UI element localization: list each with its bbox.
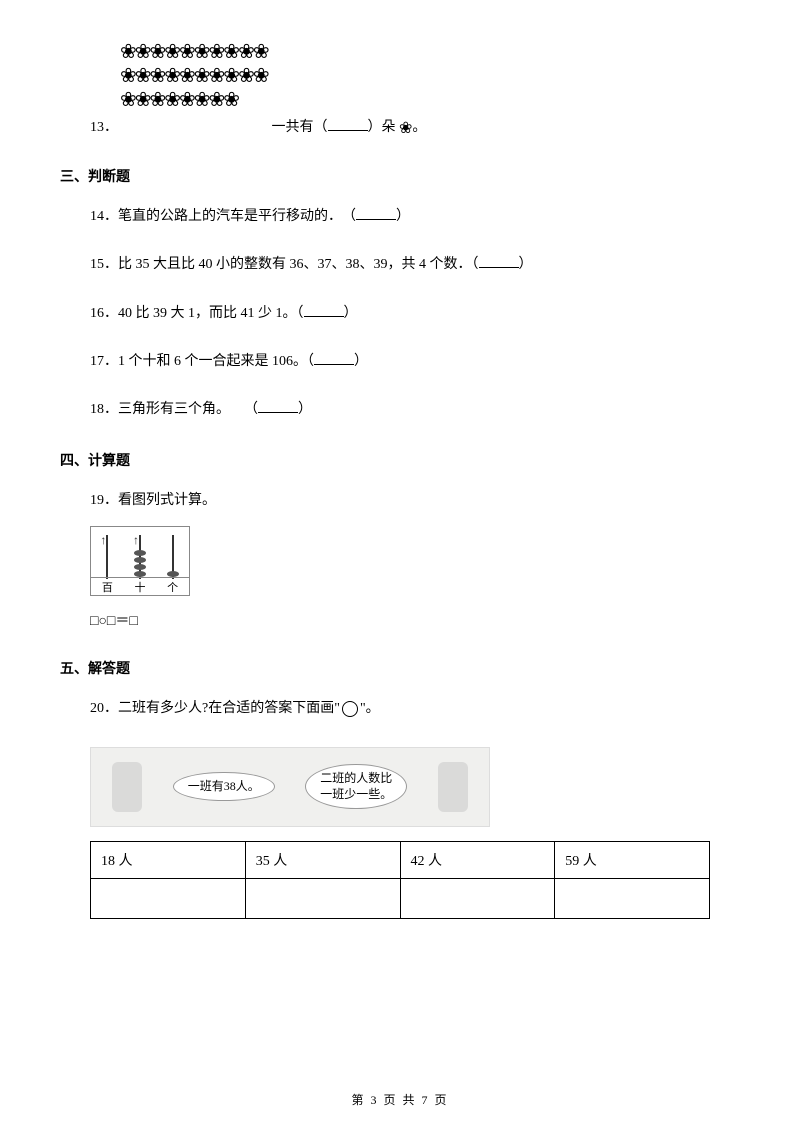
q14-blank <box>356 206 396 220</box>
q18-text: 三角形有三个角。 （ <box>118 402 258 417</box>
table-cell: 59 人 <box>555 841 710 878</box>
table-cell-empty <box>400 878 555 918</box>
q17-end: ） <box>354 354 368 369</box>
table-cell: 18 人 <box>91 841 246 878</box>
question-14: 14．笔直的公路上的汽车是平行移动的． （ ） <box>90 206 740 228</box>
q14-number: 14． <box>90 209 118 224</box>
q15-text: 比 35 大且比 40 小的整数有 36、37、38、39，共 4 个数．（ <box>118 257 479 272</box>
flower-array: ❀❀❀❀❀❀❀❀❀❀ ❀❀❀❀❀❀❀❀❀❀ ❀❀❀❀❀❀❀❀ <box>120 40 740 112</box>
section-4-header: 四、计算题 <box>60 450 740 470</box>
q14-text: 笔直的公路上的汽车是平行移动的． （ <box>118 209 356 224</box>
question-13: 13． 一共有（ ）朵 ❀。 <box>90 116 740 138</box>
kid-right <box>438 762 468 812</box>
abacus-label-tens: 十 <box>134 579 145 595</box>
q15-number: 15． <box>90 257 118 272</box>
q20-text-b: "。 <box>360 701 380 716</box>
q17-number: 17． <box>90 354 118 369</box>
table-cell: 42 人 <box>400 841 555 878</box>
question-17: 17．1 个十和 6 个一合起来是 106。（ ） <box>90 351 740 373</box>
table-cell-empty <box>91 878 246 918</box>
q16-text: 40 比 39 大 1，而比 41 少 1。（ <box>118 306 304 321</box>
question-18: 18．三角形有三个角。 （ ） <box>90 399 740 421</box>
q18-end: ） <box>298 402 312 417</box>
rod-tens: ↑ <box>139 535 141 579</box>
page-footer: 第 3 页 共 7 页 <box>0 1091 800 1108</box>
q13-text-mid: 一共有（ <box>272 120 328 135</box>
abacus-label-ones: 个 <box>167 579 178 595</box>
q14-end: ） <box>396 209 410 224</box>
speech-left: 一班有38人。 <box>173 772 275 802</box>
arrow-up-icon: ↑ <box>100 533 106 548</box>
answer-table: 18 人 35 人 42 人 59 人 <box>90 841 710 919</box>
rod-ones <box>172 535 174 579</box>
q20-text-a: 二班有多少人?在合适的答案下面画" <box>118 701 340 716</box>
q16-blank <box>304 303 344 317</box>
section-3-header: 三、判断题 <box>60 166 740 186</box>
q13-blank <box>328 117 368 131</box>
question-19: 19．看图列式计算。 <box>90 490 740 512</box>
equation-template: □○□＝□ <box>90 610 740 630</box>
question-20: 20．二班有多少人?在合适的答案下面画" "。 <box>90 698 740 720</box>
q13-number: 13． <box>90 120 118 135</box>
abacus-diagram: ↑ ↑ 百 十 个 <box>90 526 740 596</box>
table-row: 18 人 35 人 42 人 59 人 <box>91 841 710 878</box>
table-row <box>91 878 710 918</box>
speech-right: 二班的人数比 一班少一些。 <box>305 764 407 809</box>
table-cell-empty <box>245 878 400 918</box>
circle-icon <box>342 701 358 717</box>
arrow-up-icon: ↑ <box>133 533 139 548</box>
q13-end-char: 。 <box>412 120 426 135</box>
q18-number: 18． <box>90 402 118 417</box>
q17-blank <box>314 351 354 365</box>
table-cell-empty <box>555 878 710 918</box>
q20-number: 20． <box>90 701 118 716</box>
table-cell: 35 人 <box>245 841 400 878</box>
flower-row-2: ❀❀❀❀❀❀❀❀❀❀ <box>120 64 740 88</box>
q16-end: ） <box>344 306 358 321</box>
question-16: 16．40 比 39 大 1，而比 41 少 1。（ ） <box>90 303 740 325</box>
abacus-label-hundreds: 百 <box>102 579 113 595</box>
q18-blank <box>258 399 298 413</box>
dialogue-illustration: 一班有38人。 二班的人数比 一班少一些。 <box>90 747 490 827</box>
q15-end: ） <box>519 257 533 272</box>
flower-icon: ❀ <box>399 120 412 137</box>
question-15: 15．比 35 大且比 40 小的整数有 36、37、38、39，共 4 个数．… <box>90 254 740 276</box>
flower-row-3: ❀❀❀❀❀❀❀❀ <box>120 88 740 112</box>
q19-text: 看图列式计算。 <box>118 493 216 508</box>
q13-text-end: ）朵 <box>368 120 396 135</box>
kid-left <box>112 762 142 812</box>
q15-blank <box>479 254 519 268</box>
flower-row-1: ❀❀❀❀❀❀❀❀❀❀ <box>120 40 740 64</box>
q16-number: 16． <box>90 306 118 321</box>
rod-hundreds: ↑ <box>106 535 108 579</box>
section-5-header: 五、解答题 <box>60 658 740 678</box>
q19-number: 19． <box>90 493 118 508</box>
q17-text: 1 个十和 6 个一合起来是 106。（ <box>118 354 314 369</box>
